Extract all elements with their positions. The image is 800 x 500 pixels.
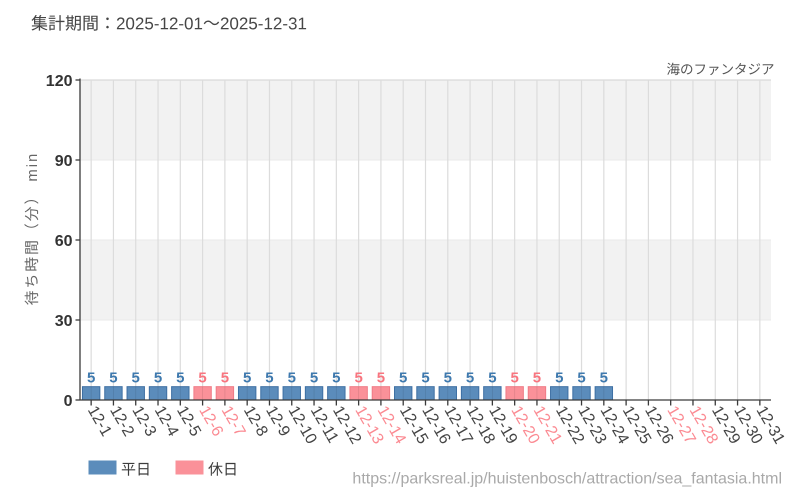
svg-text:5: 5	[87, 370, 95, 387]
svg-text:5: 5	[377, 370, 385, 387]
svg-text:5: 5	[176, 370, 184, 387]
svg-text:5: 5	[533, 370, 541, 387]
svg-text:5: 5	[154, 370, 162, 387]
svg-text:0: 0	[64, 393, 73, 410]
svg-text:5: 5	[221, 370, 229, 387]
svg-text:30: 30	[55, 313, 73, 330]
svg-text:5: 5	[399, 370, 407, 387]
svg-text:5: 5	[288, 370, 296, 387]
svg-text:5: 5	[421, 370, 429, 387]
svg-text:5: 5	[555, 370, 563, 387]
svg-text:5: 5	[466, 370, 474, 387]
svg-text:5: 5	[488, 370, 496, 387]
svg-text:5: 5	[600, 370, 608, 387]
svg-text:5: 5	[243, 370, 251, 387]
svg-text:5: 5	[132, 370, 140, 387]
svg-text:5: 5	[310, 370, 318, 387]
svg-text:5: 5	[354, 370, 362, 387]
svg-text:120: 120	[46, 73, 73, 90]
svg-text:60: 60	[55, 233, 73, 250]
svg-text:90: 90	[55, 153, 73, 170]
svg-text:5: 5	[577, 370, 585, 387]
svg-text:https://parksreal.jp/huistenbo: https://parksreal.jp/huistenbosch/attrac…	[352, 471, 782, 488]
svg-text:5: 5	[109, 370, 117, 387]
svg-text:5: 5	[510, 370, 518, 387]
svg-text:5: 5	[265, 370, 273, 387]
svg-text:5: 5	[444, 370, 452, 387]
svg-text:5: 5	[332, 370, 340, 387]
svg-text:5: 5	[198, 370, 206, 387]
